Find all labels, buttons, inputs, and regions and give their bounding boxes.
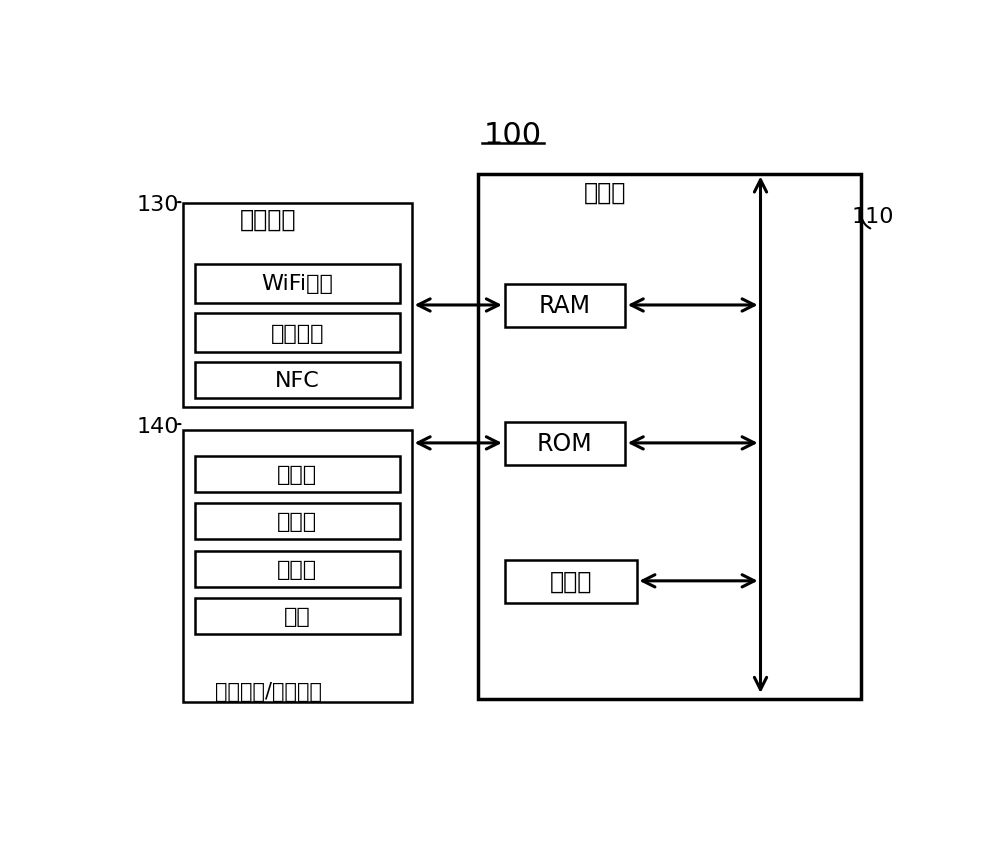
Text: 处理器: 处理器 [549, 569, 592, 594]
Text: 110: 110 [852, 207, 894, 227]
Bar [195, 598, 400, 634]
Bar [195, 457, 400, 492]
Bar [195, 504, 400, 540]
Bar [195, 264, 400, 303]
Text: WiFi芯片: WiFi芯片 [262, 274, 333, 294]
Text: 按键: 按键 [284, 607, 311, 626]
Bar [505, 285, 625, 327]
Bar [183, 430, 412, 703]
Text: 用户输入/输出接口: 用户输入/输出接口 [215, 681, 322, 700]
Text: 传感器: 传感器 [277, 559, 318, 579]
Bar [195, 363, 400, 399]
Bar [183, 204, 412, 407]
Text: NFC: NFC [275, 371, 320, 391]
Text: 140: 140 [136, 417, 179, 437]
Text: 触摸板: 触摸板 [277, 512, 318, 532]
Text: RAM: RAM [539, 294, 591, 318]
Bar [505, 423, 625, 465]
Text: 控制器: 控制器 [584, 181, 627, 204]
Text: 130: 130 [136, 195, 179, 216]
Text: 通信接口: 通信接口 [240, 207, 297, 231]
Bar [195, 314, 400, 353]
Text: 蓝牙模块: 蓝牙模块 [271, 323, 324, 343]
Bar [478, 175, 861, 699]
Bar [195, 551, 400, 587]
Text: 100: 100 [483, 121, 542, 149]
Text: 麦克风: 麦克风 [277, 464, 318, 485]
Bar [505, 560, 637, 603]
Text: ROM: ROM [537, 432, 593, 456]
